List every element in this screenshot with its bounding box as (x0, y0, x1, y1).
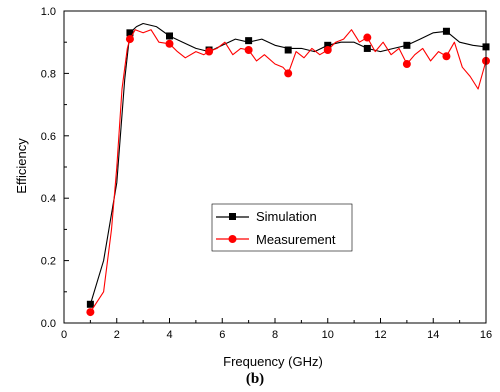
y-tick-label: 0.6 (41, 131, 56, 143)
measurement-point (125, 35, 134, 44)
y-axis-label: Efficiency (14, 138, 29, 194)
simulation-point (126, 29, 134, 37)
measurement-point (244, 46, 253, 54)
x-tick-label: 12 (374, 329, 386, 341)
legend-measurement-marker (228, 235, 237, 243)
x-tick-label: 4 (166, 329, 172, 341)
y-tick-label: 0.0 (41, 318, 56, 330)
legend-simulation-marker (229, 213, 236, 220)
y-tick-label: 0.8 (41, 68, 56, 80)
simulation-point (166, 32, 173, 40)
x-tick-label: 2 (114, 329, 120, 341)
simulation-point (403, 41, 411, 49)
measurement-point (323, 46, 332, 54)
legend-box (211, 203, 353, 252)
figure-caption: (b) (246, 371, 264, 387)
simulation-point (284, 46, 292, 54)
x-tick-label: 8 (272, 329, 278, 341)
axes (63, 10, 487, 324)
simulation-point (86, 300, 94, 308)
measurement-point (363, 33, 372, 42)
x-tick-label: 0 (61, 329, 67, 341)
simulation-point (363, 44, 371, 52)
simulation-point (324, 41, 332, 49)
tick-labels: 0 2 4 6 8 10 12 14 16 0.0 0.2 0.4 0.6 0.8 1.0 (41, 6, 492, 341)
legend-measurement-label: Measurement (256, 232, 336, 247)
plot-area (86, 22, 490, 317)
x-tick-label: 14 (427, 329, 439, 341)
simulation-line (89, 22, 487, 305)
measurement-line (89, 29, 487, 313)
measurement-point (284, 69, 293, 78)
simulation-point (245, 37, 253, 45)
legend: Simulation Measurement (211, 203, 353, 252)
x-axis-label: Frequency (GHz) (223, 354, 323, 369)
y-tick-label: 0.2 (41, 256, 56, 268)
legend-simulation-label: Simulation (256, 209, 317, 224)
y-tick-label: 0.4 (41, 193, 56, 205)
x-tick-label: 16 (480, 329, 492, 341)
simulation-point (442, 27, 450, 35)
measurement-point (402, 60, 411, 69)
measurement-point (86, 308, 95, 317)
y-tick-label: 1.0 (41, 6, 56, 18)
measurement-point (442, 52, 451, 61)
measurement-point (165, 39, 174, 48)
x-tick-label: 10 (322, 329, 334, 341)
measurement-point (205, 47, 214, 56)
x-tick-label: 6 (219, 329, 225, 341)
